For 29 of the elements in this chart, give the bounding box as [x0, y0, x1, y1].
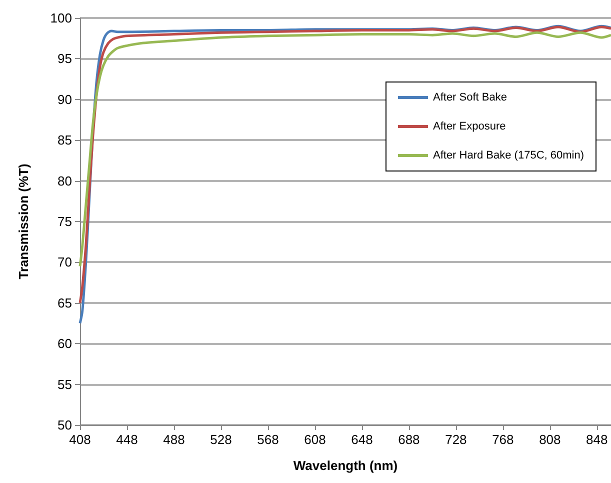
x-tick-label: 488 — [163, 432, 185, 447]
x-tick-label: 688 — [398, 432, 420, 447]
y-tick-label: 75 — [58, 214, 72, 229]
x-axis-title: Wavelength (nm) — [293, 458, 398, 473]
x-tick-label: 848 — [586, 432, 608, 447]
x-tick-label: 448 — [116, 432, 138, 447]
x-tick-label: 728 — [445, 432, 467, 447]
x-tick-label: 768 — [492, 432, 514, 447]
legend-label: After Soft Bake — [432, 92, 507, 104]
y-tick-label: 100 — [50, 10, 72, 26]
y-tick-label: 60 — [58, 336, 72, 352]
y-axis-title: Transmission (%T) — [16, 164, 31, 280]
x-tick-label: 408 — [69, 432, 91, 447]
y-tick-label: 65 — [58, 295, 72, 310]
legend-label: After Hard Bake (175C, 60min) — [432, 150, 584, 162]
y-tick-label: 70 — [58, 254, 72, 270]
y-tick-label: 50 — [58, 418, 72, 432]
y-tick-label: 55 — [58, 376, 72, 392]
y-tick-label: 80 — [58, 173, 72, 188]
x-tick-label: 528 — [210, 432, 232, 447]
x-tick-label: 568 — [257, 432, 279, 447]
y-tick-label: 90 — [58, 92, 72, 107]
line-series — [78, 31, 611, 268]
legend-label: After Exposure — [432, 120, 506, 132]
x-tick-label: 648 — [351, 432, 373, 447]
y-tick-label: 85 — [58, 132, 72, 148]
x-tick-label: 608 — [304, 432, 326, 447]
x-tick-label: 808 — [539, 432, 561, 447]
y-tick-label: 95 — [58, 51, 72, 66]
